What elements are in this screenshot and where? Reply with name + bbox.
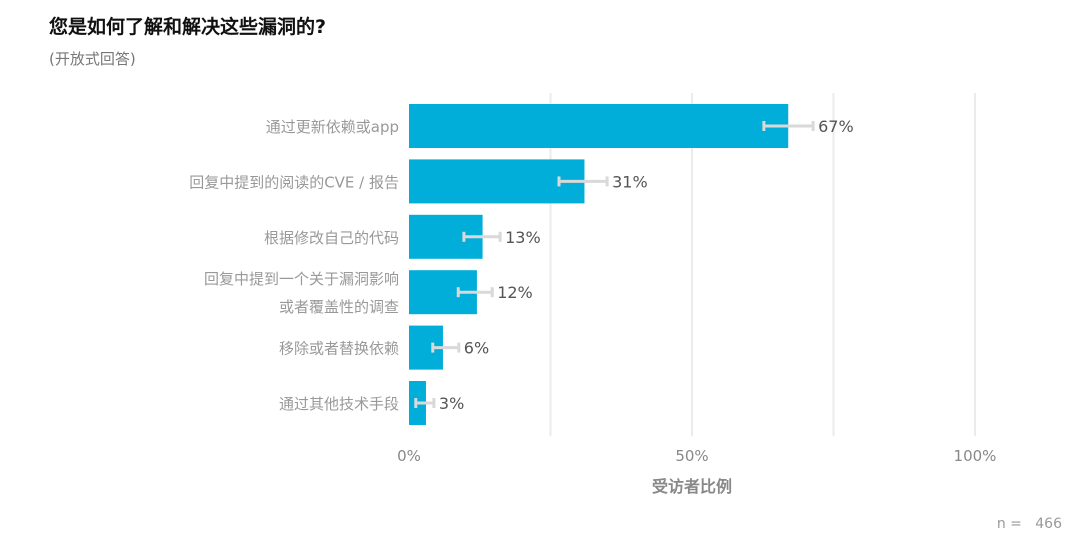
- value-label: 13%: [505, 228, 541, 247]
- sample-size-label: n = 466: [996, 516, 1062, 532]
- category-label: 根据修改自己的代码: [264, 229, 399, 247]
- x-tick-label: 0%: [397, 447, 421, 465]
- value-label: 12%: [497, 283, 533, 302]
- x-tick-label: 50%: [675, 447, 708, 465]
- x-tick-label: 100%: [954, 447, 997, 465]
- value-label: 3%: [439, 394, 464, 413]
- bar: [409, 104, 789, 148]
- x-axis-label: 受访者比例: [652, 477, 732, 496]
- category-label: 通过更新依赖或app: [266, 118, 399, 136]
- value-label: 31%: [612, 172, 648, 191]
- value-label: 6%: [464, 339, 489, 358]
- category-label: 回复中提到一个关于漏洞影响: [204, 270, 399, 288]
- category-label: 通过其他技术手段: [279, 395, 399, 413]
- value-label: 67%: [818, 117, 854, 136]
- category-label: 或者覆盖性的调查: [279, 298, 399, 316]
- category-label: 移除或者替换依赖: [279, 340, 399, 358]
- category-label: 回复中提到的阅读的CVE / 报告: [189, 173, 399, 191]
- bar: [409, 159, 585, 204]
- chart-title: 您是如何了解和解决这些漏洞的?: [49, 16, 327, 38]
- chart-subtitle: (开放式回答): [49, 50, 136, 68]
